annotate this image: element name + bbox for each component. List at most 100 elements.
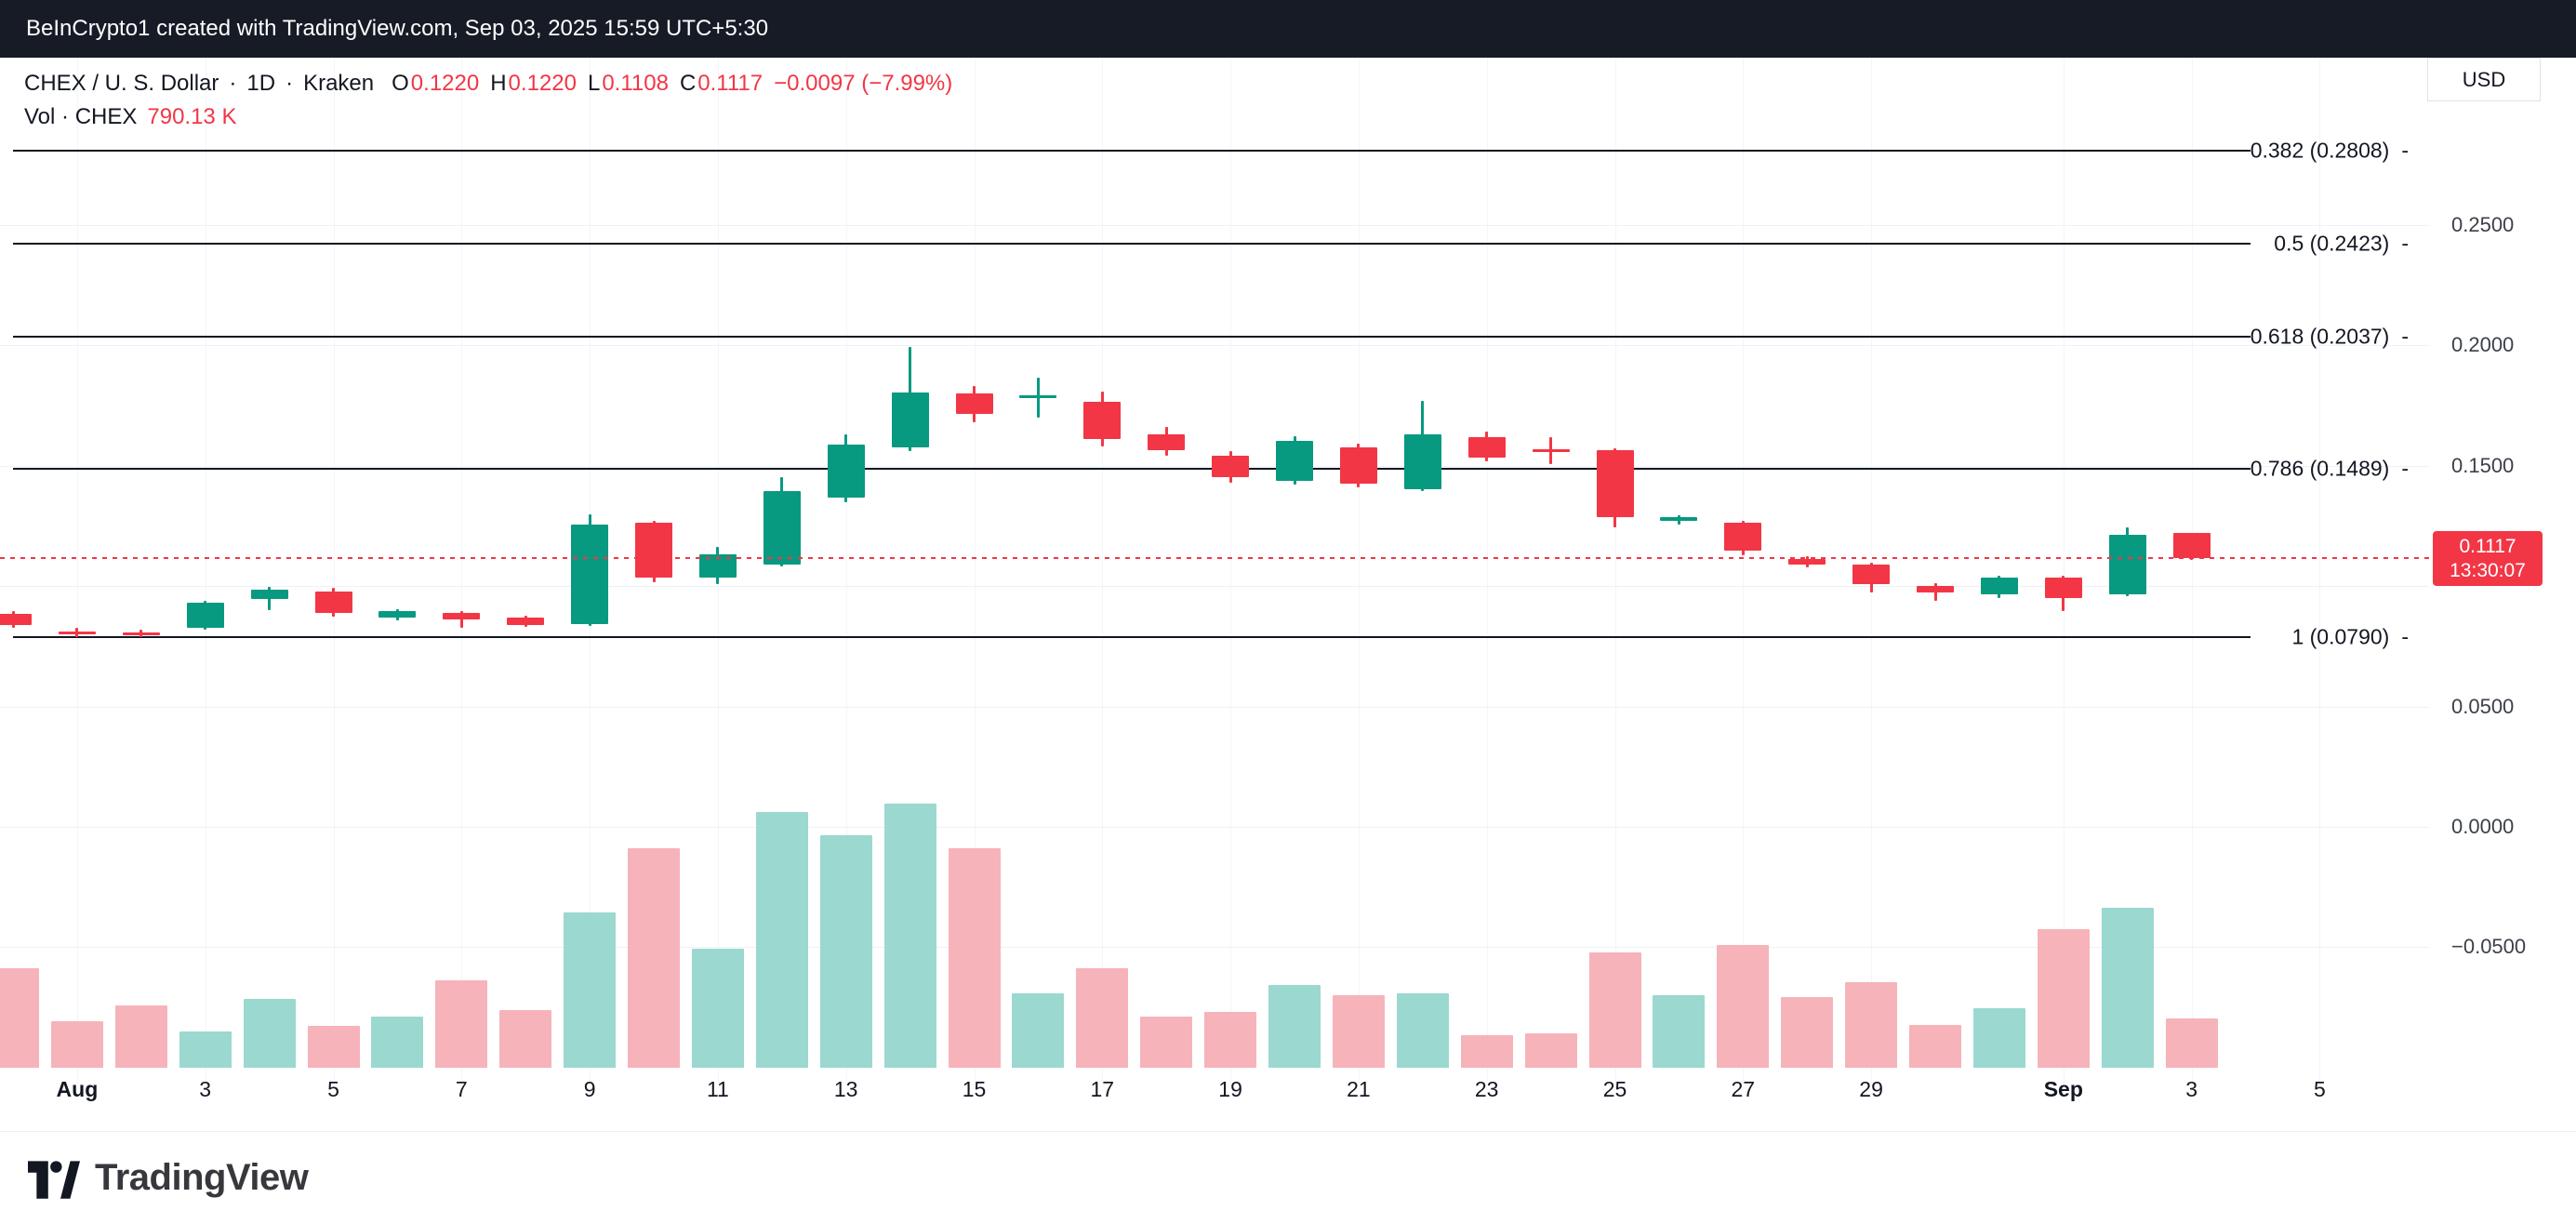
price-axis[interactable]: 0.2500 0.2000 0.1500 0.0500 0.0000 −0.0500 0.1… — [0, 58, 2576, 1131]
volume-bar — [371, 1016, 424, 1068]
candle — [2108, 534, 2146, 594]
candle-wick — [1357, 444, 1361, 488]
candle — [1532, 449, 1570, 453]
open-label: O — [392, 71, 409, 96]
candle-wick — [204, 601, 207, 630]
volume-bar — [1524, 1032, 1577, 1068]
volume-bar — [564, 912, 617, 1068]
bar-countdown: 13:30:07 — [2450, 559, 2526, 581]
ohlc-values: O 0.1220 H 0.1220 L 0.1108 C 0.1117 −0.0097 … — [392, 71, 952, 97]
candle-wick — [332, 588, 335, 617]
interval-label: 1D — [246, 71, 276, 96]
open-value: 0.1220 — [410, 71, 480, 96]
candle — [443, 612, 481, 620]
fib-level-tick: - — [2401, 324, 2409, 349]
volume-bar — [1972, 1008, 2025, 1068]
volume-bar — [2101, 907, 2154, 1068]
high-label: H — [490, 71, 507, 96]
separator-dot: · — [229, 71, 237, 96]
last-price-value: 0.1117 — [2459, 535, 2516, 557]
change-value: −0.0097 (−7.99%) — [774, 71, 953, 96]
volume-bar — [691, 948, 744, 1068]
candle-wick — [973, 385, 976, 423]
volume-bar — [435, 979, 488, 1068]
volume-bar — [243, 998, 296, 1068]
horizontal-gridline — [0, 586, 2429, 588]
candle-wick — [1421, 400, 1425, 491]
volume-bar — [2037, 928, 2090, 1068]
time-axis-label: 13 — [833, 1077, 858, 1101]
tradingview-wordmark[interactable]: TradingView — [95, 1157, 309, 1198]
candle — [698, 554, 737, 579]
vertical-gridline — [1358, 58, 1360, 1084]
fib-level-tick: - — [2401, 456, 2409, 481]
candle-wick — [1036, 377, 1040, 418]
price-axis-label: 0.2500 — [2451, 213, 2515, 236]
volume-bar — [307, 1026, 360, 1068]
candle-wick — [1293, 436, 1296, 486]
candle — [571, 524, 609, 625]
volume-bar — [1717, 945, 1770, 1068]
candle-wick — [1677, 515, 1680, 525]
time-axis-label: 7 — [455, 1077, 468, 1101]
candle-wick — [395, 608, 399, 620]
vertical-gridline — [590, 58, 591, 1084]
candle-wick — [11, 610, 15, 628]
time-axis-label: 5 — [327, 1077, 339, 1101]
time-axis-label: 25 — [1602, 1077, 1627, 1101]
candle — [1212, 455, 1250, 478]
time-axis-label: 3 — [199, 1077, 212, 1101]
volume-bar — [179, 1031, 232, 1068]
candle-wick — [909, 347, 912, 452]
candle — [1788, 559, 1826, 565]
tradingview-logo-icon[interactable] — [28, 1158, 80, 1199]
candle-wick — [75, 628, 79, 638]
price-axis-label: −0.0500 — [2451, 935, 2527, 959]
candle — [507, 618, 545, 625]
volume-label: Vol · CHEX — [24, 104, 138, 129]
time-axis-label: 21 — [1347, 1077, 1371, 1101]
time-axis-label: 19 — [1218, 1077, 1242, 1101]
volume-bar — [883, 804, 936, 1068]
volume-bar — [50, 1021, 103, 1068]
symbol-name: CHEX / U. S. Dollar — [24, 71, 219, 96]
fib-level-line — [13, 335, 2251, 338]
price-axis-label: 0.2000 — [2451, 333, 2515, 357]
candle — [1403, 433, 1441, 489]
volume-bar — [1460, 1034, 1513, 1068]
volume-bar — [1588, 951, 1641, 1068]
candle — [1083, 402, 1122, 440]
horizontal-gridline — [0, 827, 2429, 828]
candle-wick — [1485, 432, 1489, 462]
vertical-gridline — [76, 58, 78, 1084]
candle — [1019, 395, 1057, 399]
time-axis[interactable]: Aug 3 5 7 9 11 13 15 17 19 21 23 25 27 29 Sep 3 5 — [0, 58, 2576, 1131]
fib-level-line — [13, 467, 2251, 470]
vertical-gridline — [2319, 58, 2321, 1084]
high-value: 0.1220 — [508, 71, 577, 96]
horizontal-gridline — [0, 225, 2429, 226]
candle-wick — [139, 630, 143, 637]
volume-bar — [1204, 1011, 1257, 1068]
candle — [314, 591, 352, 613]
vertical-gridline — [1614, 58, 1616, 1084]
candle — [1724, 522, 1762, 552]
low-value: 0.1108 — [602, 71, 669, 96]
candle — [1852, 564, 1891, 585]
volume-bar — [1012, 993, 1065, 1068]
fib-level-text: 0.786 (0.1489) — [2250, 456, 2390, 481]
chart-plot-area[interactable]: CHEX / U. S. Dollar · 1D · Kraken O 0.122… — [0, 58, 2576, 1131]
volume-bar — [0, 968, 39, 1068]
fib-level-text: 1 (0.0790) — [2291, 624, 2390, 649]
candle — [1660, 517, 1698, 522]
time-axis-label: 15 — [962, 1077, 987, 1101]
fib-level-label: 0.618 (0.2037) - — [2251, 324, 2409, 349]
candle-wick — [588, 513, 591, 626]
price-axis-label: 0.0000 — [2451, 815, 2515, 838]
exchange-label: Kraken — [303, 71, 375, 96]
candle — [1917, 586, 1954, 593]
volume-bar — [1140, 1016, 1193, 1068]
candle-wick — [1164, 427, 1168, 457]
candle-wick — [844, 433, 848, 502]
currency-toggle-button[interactable]: USD — [2427, 58, 2541, 101]
